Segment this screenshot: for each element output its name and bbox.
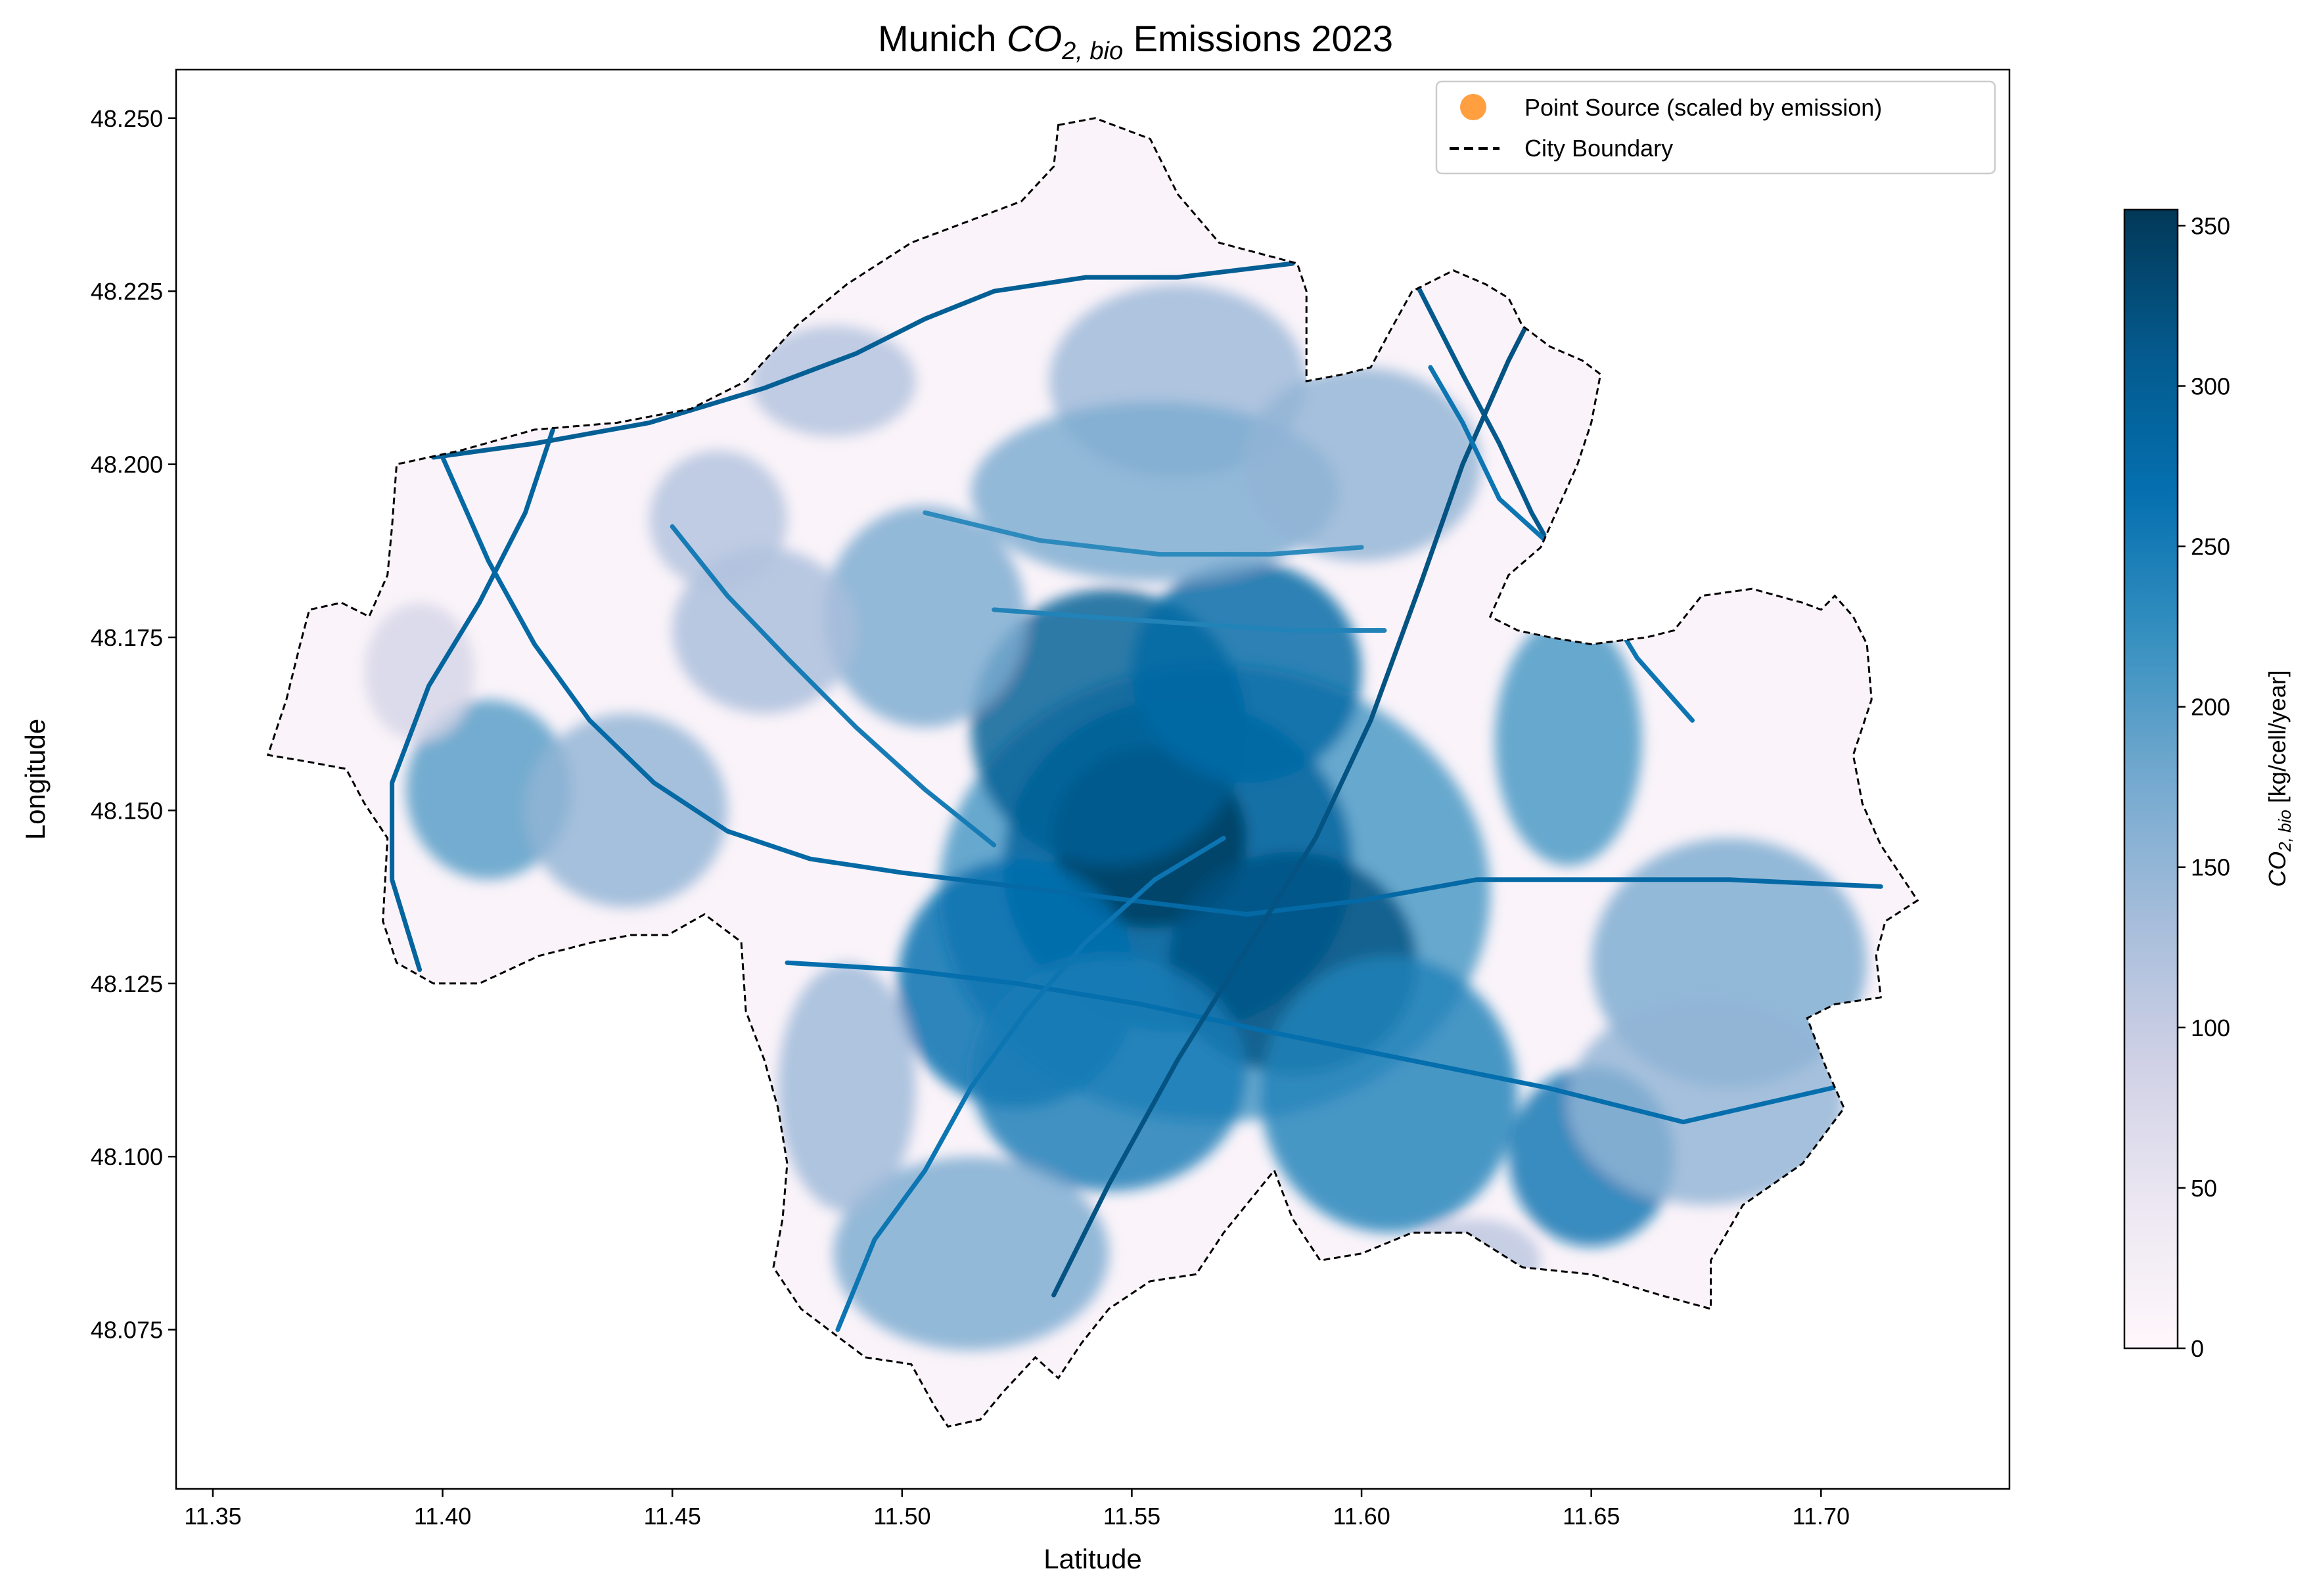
road-corridor xyxy=(431,261,1295,460)
road-corridor xyxy=(992,607,1387,633)
y-tick-label: 48.100 xyxy=(91,1143,163,1170)
road-corridor xyxy=(1051,268,1557,1298)
emission-zone xyxy=(1132,561,1362,783)
emission-zones xyxy=(364,284,1867,1351)
x-axis-ticks: 11.35 11.40 11.45 11.50 11.55 11.60 11.65 11.70 xyxy=(184,1489,1850,1530)
road-corridor xyxy=(440,455,1883,917)
road-corridor xyxy=(835,836,1226,1333)
legend: Point Source (scaled by emission) City B… xyxy=(1435,80,1996,175)
legend-boundary-label: City Boundary xyxy=(1524,135,1673,162)
y-tick-label: 48.175 xyxy=(91,624,163,651)
colorbar-tick-label: 150 xyxy=(2191,854,2230,881)
road-network xyxy=(390,261,1883,1333)
colorbar-label: CO2, bio [kg/cell/year] xyxy=(2264,670,2295,887)
y-tick-label: 48.150 xyxy=(91,797,163,824)
emission-zone xyxy=(364,603,475,742)
colorbar-label-formula: CO xyxy=(2264,852,2291,887)
x-tick-label: 11.40 xyxy=(414,1503,471,1530)
y-axis-ticks: 48.075 48.100 48.125 48.150 48.175 48.200 48.2… xyxy=(91,105,176,1344)
colorbar-tick-label: 350 xyxy=(2191,212,2230,239)
city-boundary xyxy=(266,117,1919,1428)
road-corridor xyxy=(923,510,1364,557)
colorbar xyxy=(2123,208,2179,1350)
colorbar-ticks: 0 50 100 150 200 250 300 350 xyxy=(2178,212,2230,1362)
x-tick-label: 11.60 xyxy=(1333,1503,1390,1530)
y-tick-label: 48.075 xyxy=(91,1317,163,1344)
emission-zone xyxy=(778,963,916,1212)
colorbar-tick-label: 200 xyxy=(2191,694,2230,721)
legend-point-source-label: Point Source (scaled by emission) xyxy=(1524,94,1882,121)
x-tick-label: 11.35 xyxy=(184,1503,241,1530)
title-formula-subscript: 2, bio xyxy=(1061,37,1123,65)
y-tick-label: 48.200 xyxy=(91,451,163,478)
x-tick-label: 11.55 xyxy=(1103,1503,1160,1530)
x-tick-label: 11.45 xyxy=(643,1503,700,1530)
colorbar-tick-label: 0 xyxy=(2191,1335,2204,1362)
colorbar-tick-label: 300 xyxy=(2191,373,2230,399)
x-tick-label: 11.70 xyxy=(1793,1503,1850,1530)
road-corridor xyxy=(390,427,555,972)
y-tick-label: 48.225 xyxy=(91,278,163,305)
colorbar-label-unit: [kg/cell/year] xyxy=(2264,670,2291,809)
emission-zone xyxy=(1494,616,1642,866)
title-prefix: Munich xyxy=(878,18,1007,59)
emission-zone xyxy=(1568,997,1844,1205)
legend-point-source-marker xyxy=(1460,94,1486,120)
emission-zone xyxy=(649,450,787,589)
y-axis-title: Longitude xyxy=(20,719,51,840)
emission-zone xyxy=(1242,367,1481,562)
emission-zone xyxy=(971,955,1247,1191)
chart-title: Munich CO2, bio Emissions 2023 xyxy=(878,18,1393,65)
x-tick-label: 11.65 xyxy=(1563,1503,1620,1530)
emission-zone xyxy=(525,713,728,907)
y-tick-label: 48.250 xyxy=(91,105,163,132)
road-corridor xyxy=(670,524,997,848)
colorbar-label-subscript: 2, bio xyxy=(2275,809,2295,852)
y-tick-label: 48.125 xyxy=(91,970,163,997)
colorbar-tick-label: 250 xyxy=(2191,534,2230,560)
colorbar-tick-label: 100 xyxy=(2191,1015,2230,1041)
x-axis-title: Latitude xyxy=(1043,1543,1141,1574)
plot-frame xyxy=(175,68,2011,1490)
title-formula: CO xyxy=(1007,18,1062,59)
road-corridor xyxy=(785,960,1837,1125)
colorbar-tick-label: 50 xyxy=(2191,1175,2217,1202)
emission-zone xyxy=(1260,955,1518,1233)
title-suffix: Emissions 2023 xyxy=(1123,18,1393,59)
legend-box xyxy=(1435,80,1996,175)
emission-zone xyxy=(824,505,1026,727)
x-tick-label: 11.50 xyxy=(873,1503,930,1530)
emission-zone xyxy=(750,325,916,437)
